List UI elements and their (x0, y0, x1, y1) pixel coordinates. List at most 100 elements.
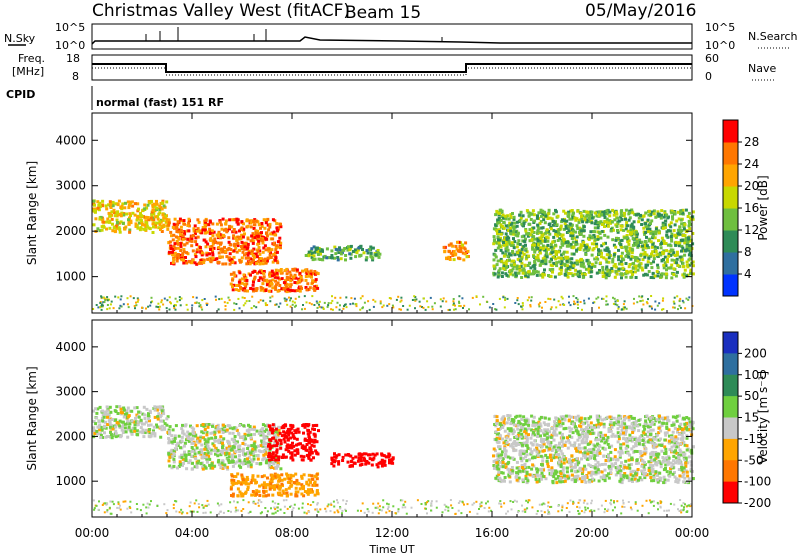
echo-cell (620, 218, 624, 222)
echo-cell (537, 259, 541, 263)
echo-cell (306, 270, 310, 274)
echo-cell (233, 481, 236, 485)
echo-cell (176, 466, 179, 470)
echo-cell (255, 237, 259, 241)
echo-cell (102, 225, 106, 229)
echo-cell (646, 434, 650, 438)
echo-cell (136, 215, 140, 219)
echo-cell (295, 268, 299, 272)
echo-cell (94, 422, 98, 426)
echo-cell (150, 301, 152, 304)
noise-right-top-tick: 10^5 (705, 21, 735, 34)
echo-cell (268, 487, 272, 491)
echo-cell (244, 276, 248, 280)
echo-cell (280, 473, 284, 477)
echo-cell (576, 270, 580, 274)
echo-cell (625, 270, 629, 274)
echo-cell (664, 276, 668, 280)
echo-cell (265, 234, 269, 238)
echo-cell (664, 242, 668, 245)
echo-cell (264, 248, 268, 252)
echo-cell (538, 241, 542, 245)
echo-cell (448, 250, 452, 254)
echo-cell (562, 219, 566, 223)
echo-cell (165, 217, 169, 221)
echo-cell (106, 415, 109, 419)
echo-cell (166, 299, 169, 302)
echo-cell (383, 463, 387, 467)
echo-cell (667, 229, 670, 233)
echo-cell (556, 239, 560, 242)
echo-cell (101, 218, 105, 222)
echo-cell (113, 214, 117, 218)
echo-cell (216, 260, 220, 264)
echo-cell (162, 216, 166, 220)
echo-cell (243, 289, 247, 293)
echo-cell (254, 231, 258, 235)
echo-cell (426, 300, 429, 303)
echo-cell (492, 264, 496, 268)
echo-cell (526, 210, 530, 214)
echo-cell (302, 494, 306, 498)
echo-cell (452, 303, 455, 306)
echo-cell (590, 266, 593, 270)
echo-cell (185, 241, 189, 245)
echo-cell (143, 207, 147, 211)
echo-cell (167, 223, 171, 227)
echo-cell (632, 261, 636, 265)
echo-cell (139, 218, 143, 222)
echo-cell (167, 452, 171, 456)
echo-cell (244, 482, 248, 486)
echo-cell (595, 438, 599, 442)
echo-cell (270, 466, 273, 469)
echo-cell (369, 251, 373, 255)
echo-cell (337, 462, 341, 466)
echo-cell (240, 473, 244, 477)
echo-cell (118, 307, 121, 310)
echo-cell (267, 228, 271, 232)
echo-cell (127, 218, 130, 222)
echo-cell (158, 211, 162, 215)
echo-cell (196, 436, 200, 440)
echo-cell (673, 254, 677, 257)
echo-cell (414, 299, 417, 302)
echo-cell (507, 239, 511, 243)
echo-cell (308, 438, 312, 442)
echo-cell (528, 272, 532, 276)
echo-cell (492, 235, 496, 239)
echo-cell (563, 239, 566, 243)
echo-cell (637, 220, 641, 224)
echo-cell (232, 439, 236, 443)
echo-cell (256, 242, 260, 246)
echo-cell (619, 260, 623, 264)
echo-cell (364, 258, 368, 262)
echo-cell (514, 233, 518, 237)
echo-cell (300, 476, 304, 480)
echo-cell (106, 423, 110, 426)
echo-cell (131, 426, 135, 430)
echo-cell (278, 487, 282, 491)
echo-cell (509, 253, 513, 257)
echo-cell (673, 212, 677, 216)
echo-cell (509, 213, 513, 217)
echo-cell (298, 279, 302, 283)
echo-cell (280, 277, 284, 281)
echo-cell (672, 273, 676, 276)
echo-cell (172, 464, 176, 468)
echo-cell (172, 222, 176, 226)
echo-cell (205, 230, 209, 234)
echo-cell (654, 308, 657, 311)
echo-cell (600, 213, 604, 216)
echo-cell (234, 441, 238, 445)
echo-cell (691, 242, 695, 246)
echo-cell (223, 463, 227, 467)
echo-cell (600, 470, 604, 474)
echo-cell (564, 255, 568, 259)
echo-cell (422, 306, 425, 309)
echo-cell (503, 445, 507, 449)
echo-cell (665, 213, 669, 217)
echo-cell (501, 213, 505, 217)
echo-cell (457, 240, 461, 244)
echo-cell (286, 473, 289, 477)
echo-cell (191, 430, 195, 434)
